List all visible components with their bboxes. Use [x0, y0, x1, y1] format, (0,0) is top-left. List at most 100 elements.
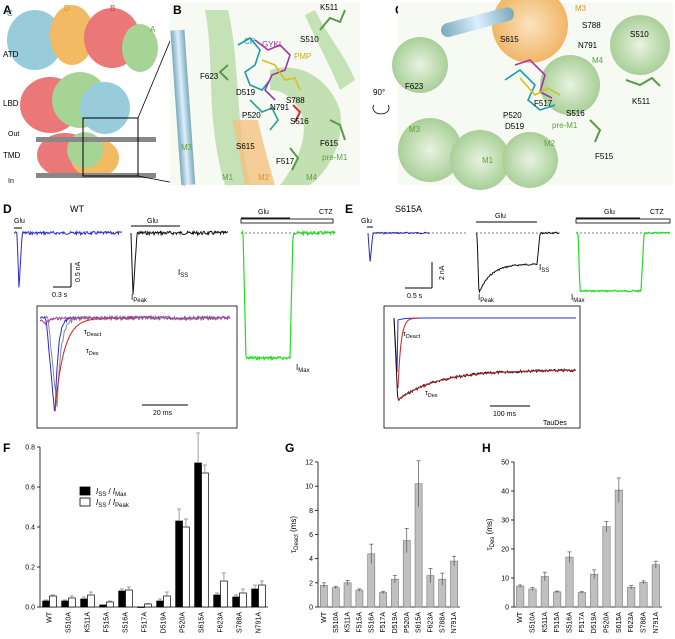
x-tick-label: N791A	[653, 612, 660, 634]
bar	[220, 580, 228, 608]
label-f623-c: F623	[405, 82, 424, 91]
label-pmp: PMP	[294, 52, 311, 61]
y-tick-label: 0.8	[25, 445, 35, 452]
helix-m4	[270, 67, 341, 185]
label-f623: F623	[200, 72, 219, 81]
panel-h-label: H	[482, 441, 491, 455]
label-d519-c: D519	[505, 122, 525, 131]
bar	[320, 584, 328, 608]
x-tick-label: WT	[47, 611, 54, 623]
helix-m4-c	[540, 55, 600, 115]
e-glu-3: Glu	[604, 209, 615, 216]
panel-a: A C D B A ATD LBD TMD Out In	[3, 3, 186, 186]
panel-f: F 0.0 0.2 0.4 0.6 0.8 WT S510A K511A F515A S516A F…	[3, 432, 268, 634]
d-inset-tdes: τDes	[86, 348, 99, 357]
y-tick-label: 0	[309, 605, 313, 612]
d-ctz-bar	[240, 218, 334, 224]
x-tick-label: F515A	[356, 612, 363, 633]
pore-cylinder	[170, 29, 196, 186]
d-inset-tdeact: τDeact	[84, 329, 102, 338]
bar	[614, 489, 623, 608]
x-tick-label: S615A	[199, 612, 206, 633]
ligand-structures	[237, 36, 301, 131]
x-tick-label: S516A	[567, 612, 574, 633]
legend-swatch	[79, 497, 91, 507]
label-n791: N791	[270, 103, 290, 112]
label-s510-c: S510	[630, 30, 649, 39]
x-tick-label: P520A	[180, 612, 187, 633]
x-tick-label: S510A	[333, 612, 340, 633]
bar	[80, 598, 88, 608]
e-ipeak: IPeak	[478, 293, 495, 304]
d-scale-y-label: 0.5 nA	[75, 261, 82, 282]
helix-m3-bottom	[398, 118, 462, 182]
e-glu-2: Glu	[495, 213, 506, 220]
x-tick-label: F623A	[628, 612, 635, 633]
label-p520: P520	[242, 111, 261, 120]
panel-d-label: D	[3, 202, 12, 216]
panel-c: C 90° M3 S788 S615 S510 N791 M4 F623 P52…	[372, 0, 673, 190]
x-tick-label: WT	[517, 611, 524, 623]
y-tick-label: 2	[309, 580, 313, 587]
wt-trace-black	[130, 229, 229, 295]
d-glu-1: Glu	[14, 218, 25, 225]
helix-m2	[502, 132, 558, 188]
x-tick-label: D519A	[392, 612, 399, 634]
rotation-label: 90°	[373, 88, 385, 97]
y-tick-label: 0.2	[25, 565, 35, 572]
x-tick-label: S516A	[368, 612, 375, 633]
helix-upper	[305, 10, 355, 90]
bar	[540, 576, 549, 608]
bar	[61, 600, 69, 608]
x-tick-label: F517A	[579, 612, 586, 633]
bar	[182, 526, 190, 608]
d-ctz: CTZ	[319, 209, 333, 216]
y-tick-label: 50	[501, 460, 509, 467]
residue-f623	[218, 64, 229, 81]
e-iss: ISS	[539, 263, 549, 274]
bar	[239, 592, 247, 608]
panel-b-label: B	[173, 3, 182, 17]
s615a-title: S615A	[395, 204, 422, 214]
e-scale-x-label: 0.5 s	[407, 293, 423, 300]
bar	[106, 601, 114, 608]
y-tick-label: 20	[501, 547, 509, 554]
e-ctz: CTZ	[650, 209, 664, 216]
label-k511-c: K511	[632, 97, 651, 106]
d-iss: ISS	[178, 268, 188, 279]
x-tick-label: K511A	[345, 612, 352, 633]
pore-cylinder-c	[441, 7, 514, 38]
bar	[87, 594, 95, 608]
panel-a-label: A	[3, 3, 12, 17]
panel-g: G 0 2 4 6 8 10 12 WT S510A K511A F515A S516A F517A D5…	[285, 441, 460, 633]
y-axis-label: τDes (ms)	[485, 518, 496, 550]
x-tick-label: P520A	[404, 612, 411, 633]
subunit-c-label: C	[7, 9, 13, 18]
y-tick-label: 10	[501, 576, 509, 583]
label-f515: F615	[320, 139, 339, 148]
label-k511: K511	[320, 3, 339, 12]
wt-trace-green	[240, 229, 336, 362]
y-tick-label: 4	[309, 556, 313, 563]
label-s788-c: S788	[582, 21, 601, 30]
x-tick-label: D519A	[591, 612, 598, 634]
zoom-box	[82, 117, 139, 177]
label-m1: M1	[222, 173, 234, 182]
y-tick-label: 8	[309, 508, 313, 515]
e-inset-red-fit	[397, 369, 576, 401]
receptor-structure	[7, 5, 158, 178]
x-tick-label: K511A	[542, 612, 549, 633]
residue-f517	[289, 147, 300, 171]
x-tick-label: S788A	[641, 612, 648, 633]
chart-h: 0 10 20 30 40 50 WT S510A K511A F515A S516A F517A D5…	[485, 460, 662, 634]
panel-e: E S615A Glu Glu ISS IPeak 2 nA 0.5 s Glu…	[345, 202, 671, 429]
x-tick-label: F515A	[554, 612, 561, 633]
x-tick-label: F623A	[427, 612, 434, 633]
x-tick-label: N791A	[256, 612, 263, 634]
label-n791-c: N791	[578, 41, 598, 50]
bar	[137, 606, 145, 608]
label-cp: CP	[244, 37, 255, 46]
bar	[99, 604, 107, 608]
bar	[590, 573, 599, 608]
label-pre-m1: pre-M1	[322, 153, 348, 162]
